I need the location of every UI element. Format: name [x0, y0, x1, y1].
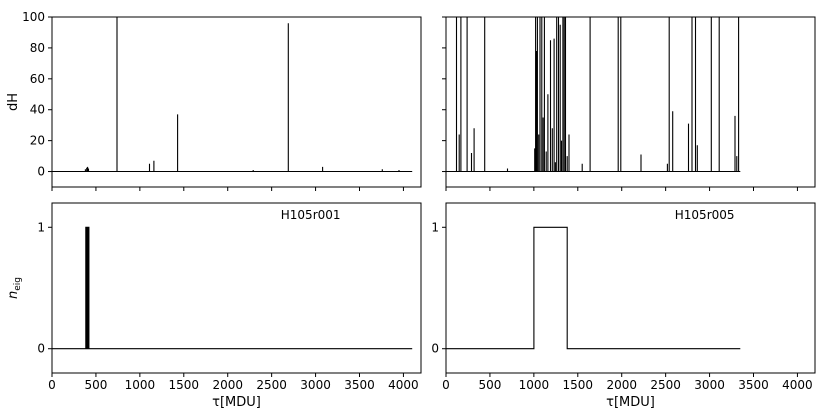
y-tick-label: 80	[30, 41, 45, 55]
y-tick-label: 0	[37, 342, 45, 356]
x-axis-label: τ[MDU]	[606, 395, 655, 410]
x-tick-label: 1000	[125, 378, 156, 392]
axes-frame	[445, 202, 816, 374]
x-tick-label: 1000	[519, 378, 550, 392]
series-line	[446, 17, 741, 173]
y-tick-label: 60	[30, 72, 45, 86]
x-tick-label: 500	[478, 378, 501, 392]
panel-annotation: H105r001	[281, 208, 341, 222]
series-line	[52, 226, 413, 350]
series-line	[446, 226, 741, 350]
series-line	[52, 17, 413, 173]
x-tick-label: 500	[84, 378, 107, 392]
y-axis-label: neig	[6, 277, 23, 299]
panel-annotation: H105r005	[675, 208, 735, 222]
x-tick-label: 2000	[212, 378, 243, 392]
y-tick-label: 20	[30, 134, 45, 148]
y-tick-label: 40	[30, 103, 45, 117]
x-tick-label: 2500	[650, 378, 681, 392]
axes-frame	[51, 202, 422, 374]
panel-top-right	[442, 16, 816, 191]
x-tick-label: 2000	[606, 378, 637, 392]
x-tick-label: 3000	[300, 378, 331, 392]
x-tick-label: 1500	[169, 378, 200, 392]
y-tick-label: 0	[37, 165, 45, 179]
x-tick-label: 1500	[563, 378, 594, 392]
y-axis-label: dH	[6, 93, 21, 111]
x-tick-label: 3000	[694, 378, 725, 392]
axes-frame	[51, 16, 422, 188]
x-tick-label: 3500	[344, 378, 375, 392]
x-tick-label: 0	[442, 378, 450, 392]
y-tick-label: 0	[431, 342, 439, 356]
panel-bottom-left: 0 1 0 500 1000 1500 2000 2500 3000 3500 4000 H105r0…	[6, 202, 422, 410]
x-tick-label: 0	[48, 378, 56, 392]
panel-top-left: 0 20 40 60 80 100 dH	[6, 10, 422, 191]
panel-bottom-right: 0 1 0 500 1000 1500 2000 2500 3000 3500 4000 H105r0…	[431, 202, 816, 410]
axes-frame	[445, 16, 816, 188]
x-axis-label: τ[MDU]	[212, 395, 261, 410]
y-tick-label: 1	[431, 220, 439, 234]
x-tick-label: 4000	[388, 378, 419, 392]
y-tick-label: 100	[22, 10, 45, 24]
y-tick-label: 1	[37, 220, 45, 234]
x-tick-label: 3500	[738, 378, 769, 392]
x-tick-label: 2500	[256, 378, 287, 392]
x-tick-label: 4000	[782, 378, 813, 392]
